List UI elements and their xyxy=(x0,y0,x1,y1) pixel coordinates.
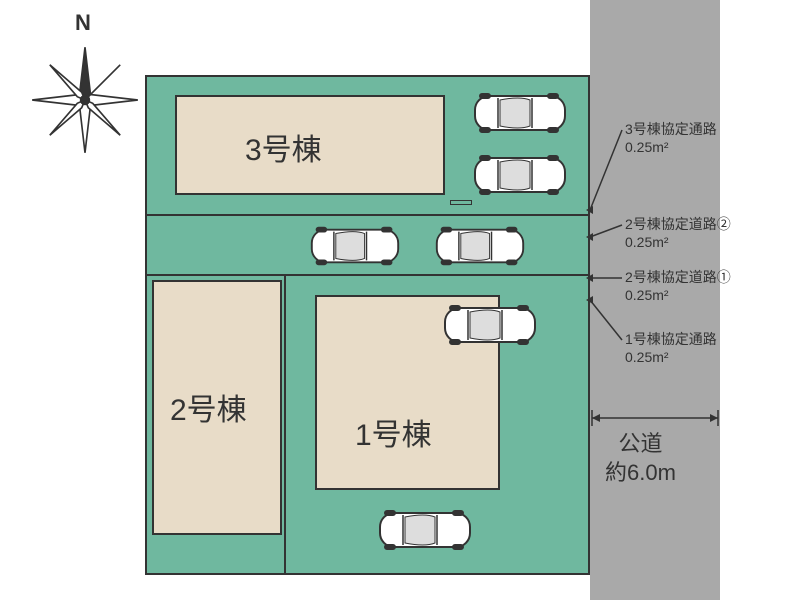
building-2-label: 2号棟 xyxy=(170,385,247,429)
car-icon xyxy=(305,222,405,270)
building-1-label: 1号棟 xyxy=(355,410,432,454)
car-icon xyxy=(440,300,540,350)
annotation-line1: 2号棟協定道路② xyxy=(625,216,731,232)
annotation-building-2-path-1: 2号棟協定道路① 0.25m² xyxy=(625,268,731,304)
car-icon xyxy=(470,150,570,200)
annotation-line2: 0.25m² xyxy=(625,287,669,303)
annotation-building-2-path-2: 2号棟協定道路② 0.25m² xyxy=(625,215,731,251)
annotation-line1: 2号棟協定道路① xyxy=(625,269,731,285)
annotation-line1: 1号棟協定通路 xyxy=(625,331,717,347)
annotation-line2: 0.25m² xyxy=(625,234,669,250)
road-label-line1: 公道 xyxy=(618,431,662,456)
annotation-line1: 3号棟協定通路 xyxy=(625,121,717,137)
small-marker xyxy=(450,200,472,205)
annotation-building-1-path: 1号棟協定通路 0.25m² xyxy=(625,330,717,366)
building-3-label: 3号棟 xyxy=(245,125,322,169)
annotation-line2: 0.25m² xyxy=(625,139,669,155)
road-label-line2: 約6.0m xyxy=(605,460,676,485)
car-icon xyxy=(375,505,475,555)
road-label: 公道 約6.0m xyxy=(605,430,676,487)
annotation-building-3-path: 3号棟協定通路 0.25m² xyxy=(625,120,717,156)
compass-icon xyxy=(30,45,140,155)
site-plan-canvas: 3号棟 2号棟 1号棟 xyxy=(0,0,804,600)
car-icon xyxy=(470,88,570,138)
compass-north-label: N xyxy=(75,10,91,36)
car-icon xyxy=(430,222,530,270)
annotation-line2: 0.25m² xyxy=(625,349,669,365)
